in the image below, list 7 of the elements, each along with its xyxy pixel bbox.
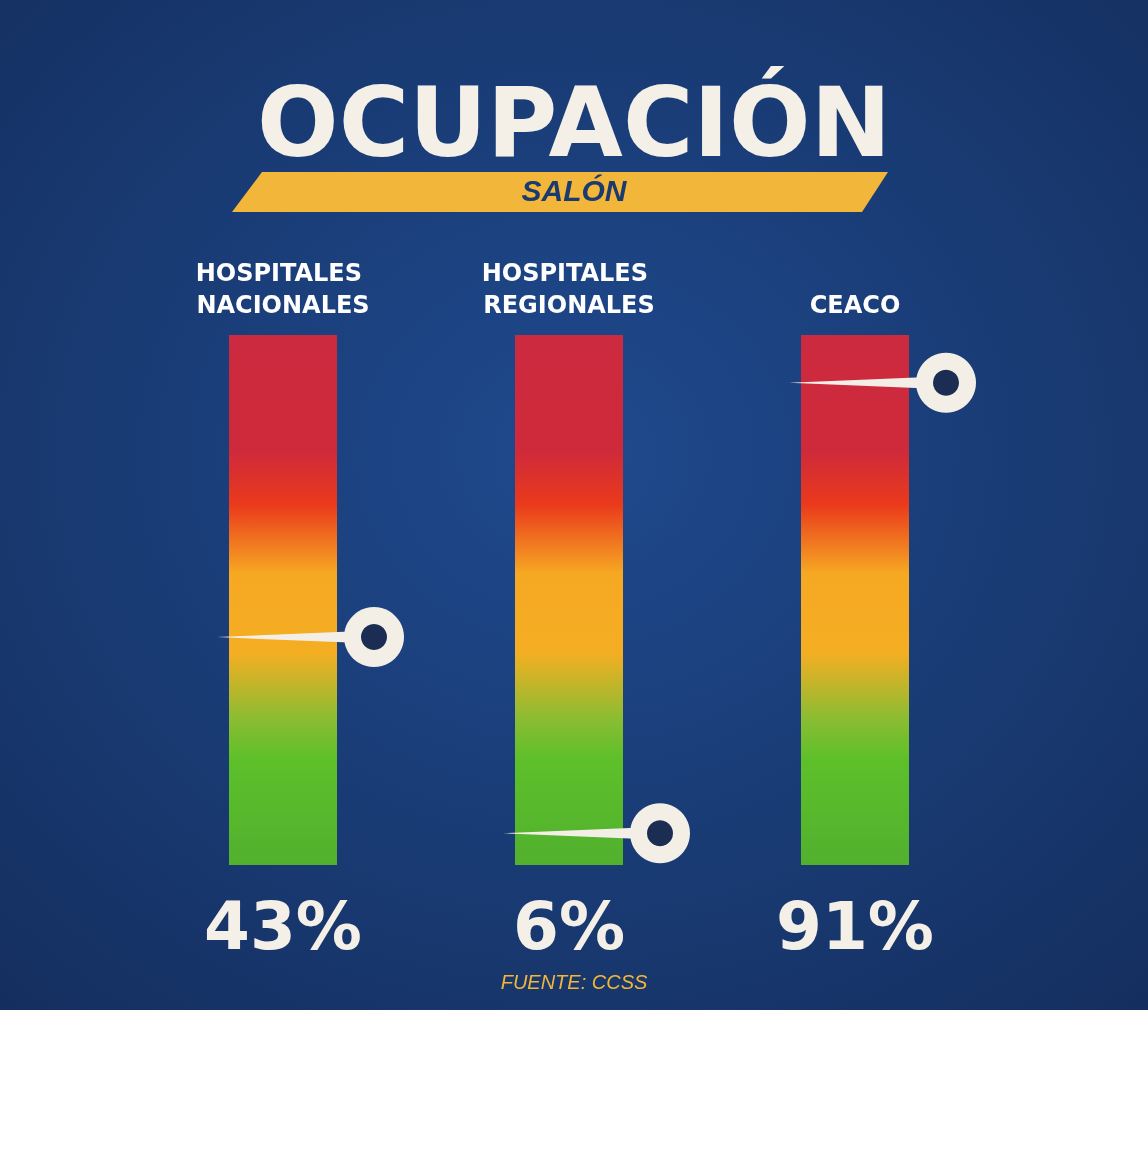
data-label: 6% <box>512 887 626 965</box>
category-label: CEACO <box>809 291 901 319</box>
category-label: HOSPITALES REGIONALES <box>481 259 657 319</box>
data-label: 43% <box>204 887 362 965</box>
category-label: HOSPITALES NACIONALES <box>195 259 371 319</box>
source-note: FUENTE: CCSS <box>500 971 648 993</box>
data-label: 91% <box>776 887 934 965</box>
